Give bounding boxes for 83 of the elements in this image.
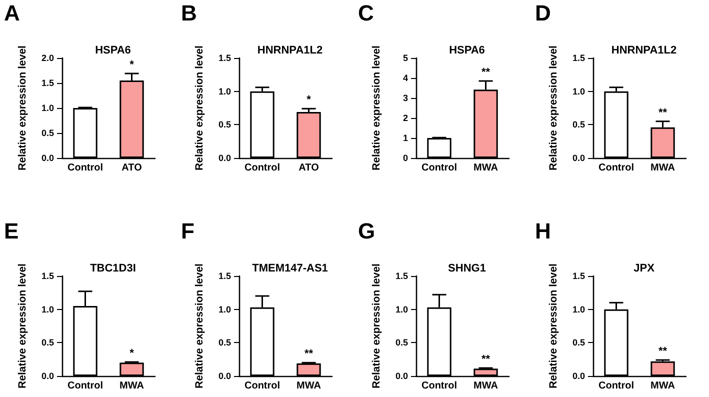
annotation: ** — [658, 346, 668, 358]
y-axis-title: Relative expression level — [370, 45, 382, 170]
y-axis-title: Relative expression level — [548, 263, 560, 388]
y-tick-label: 1.5 — [41, 271, 54, 281]
chart-title: TBC1D3I — [90, 262, 136, 274]
x-tick-label: MWA — [650, 380, 675, 392]
x-tick-label: Control — [598, 162, 634, 174]
x-tick-label: MWA — [474, 380, 498, 392]
x-tick-label: Control — [67, 380, 104, 392]
chart-title: HSPA6 — [95, 44, 131, 56]
y-tick-label: 0.5 — [395, 338, 408, 348]
y-tick-label: 1.5 — [41, 78, 54, 88]
x-tick-label: Control — [244, 380, 280, 392]
y-tick-label: 0.0 — [218, 371, 231, 381]
y-tick-label: 0.5 — [572, 338, 585, 348]
y-tick-label: 1.5 — [572, 271, 585, 281]
x-tick-label: ATO — [298, 162, 320, 174]
text: F — [181, 218, 194, 244]
y-tick-label: 0.5 — [572, 120, 585, 130]
y-tick-label: 0 — [402, 153, 408, 163]
y-tick-label: 1.0 — [572, 86, 585, 96]
x-tick-label: MWA — [120, 380, 144, 392]
y-tick-label: 5 — [402, 53, 408, 63]
x-tick-label: MWA — [650, 162, 675, 174]
y-tick-label: 0.5 — [41, 338, 54, 348]
text: D — [535, 0, 551, 26]
chart-title: JPX — [634, 262, 656, 274]
y-axis-title: Relative expression level — [16, 263, 28, 388]
annotation: ** — [658, 106, 668, 119]
y-tick-label: 2.0 — [41, 53, 54, 63]
y-tick-label: 0.0 — [41, 371, 54, 381]
chart-title: SHNG1 — [448, 262, 486, 274]
y-axis-title: Relative expression level — [370, 263, 382, 388]
text: G — [358, 218, 376, 244]
annotation: * — [306, 94, 312, 106]
y-tick-label: 0.0 — [572, 153, 585, 163]
text: B — [181, 0, 197, 26]
y-tick-label: 1.5 — [572, 53, 585, 63]
x-tick-label: MWA — [474, 162, 498, 174]
x-tick-label: Control — [67, 162, 104, 174]
y-axis-title: Relative expression level — [194, 45, 206, 170]
y-tick-label: 1.0 — [572, 304, 585, 314]
y-tick-label: 1.5 — [395, 271, 408, 281]
y-axis-title: Relative expression level — [548, 45, 560, 170]
y-tick-label: 4 — [402, 73, 408, 83]
x-tick-label: Control — [598, 380, 634, 392]
y-tick-label: 1 — [402, 133, 408, 143]
x-tick-label: Control — [244, 162, 280, 174]
x-tick-label: Control — [421, 162, 458, 174]
y-tick-label: 1.0 — [41, 103, 54, 113]
y-tick-label: 1.0 — [395, 304, 408, 314]
y-tick-label: 0.5 — [218, 338, 231, 348]
text: H — [535, 218, 551, 244]
y-tick-label: 0.0 — [41, 153, 54, 163]
y-axis-title: Relative expression level — [194, 263, 206, 388]
y-tick-label: 0.0 — [395, 371, 408, 381]
y-tick-label: 0.0 — [218, 153, 231, 163]
x-tick-label: MWA — [296, 380, 321, 392]
y-tick-label: 3 — [402, 93, 408, 103]
annotation: ** — [481, 354, 491, 366]
y-tick-label: 1.5 — [218, 271, 231, 281]
y-tick-label: 1.0 — [218, 304, 231, 314]
y-tick-label: 0.5 — [41, 128, 54, 138]
annotation: ** — [304, 348, 314, 360]
chart-title: HSPA6 — [449, 44, 485, 56]
y-tick-label: 1.5 — [218, 53, 231, 63]
y-tick-label: 2 — [402, 113, 408, 123]
annotation: * — [130, 348, 135, 360]
y-tick-label: 0.5 — [218, 120, 231, 130]
y-axis-title: Relative expression level — [16, 45, 28, 170]
chart-title: HNRNPA1L2 — [257, 44, 323, 56]
y-tick-label: 1.0 — [41, 304, 54, 314]
annotation: ** — [481, 66, 491, 78]
text: C — [358, 0, 374, 26]
y-tick-label: 0.0 — [572, 371, 585, 381]
text: E — [4, 218, 19, 244]
annotation: * — [130, 59, 135, 71]
chart-title: HNRNPA1L2 — [611, 44, 677, 56]
x-tick-label: Control — [421, 380, 458, 392]
x-tick-label: ATO — [122, 162, 142, 174]
chart-title: TMEM147-AS1 — [252, 262, 328, 274]
text: A — [4, 0, 20, 26]
y-tick-label: 1.0 — [218, 86, 231, 96]
